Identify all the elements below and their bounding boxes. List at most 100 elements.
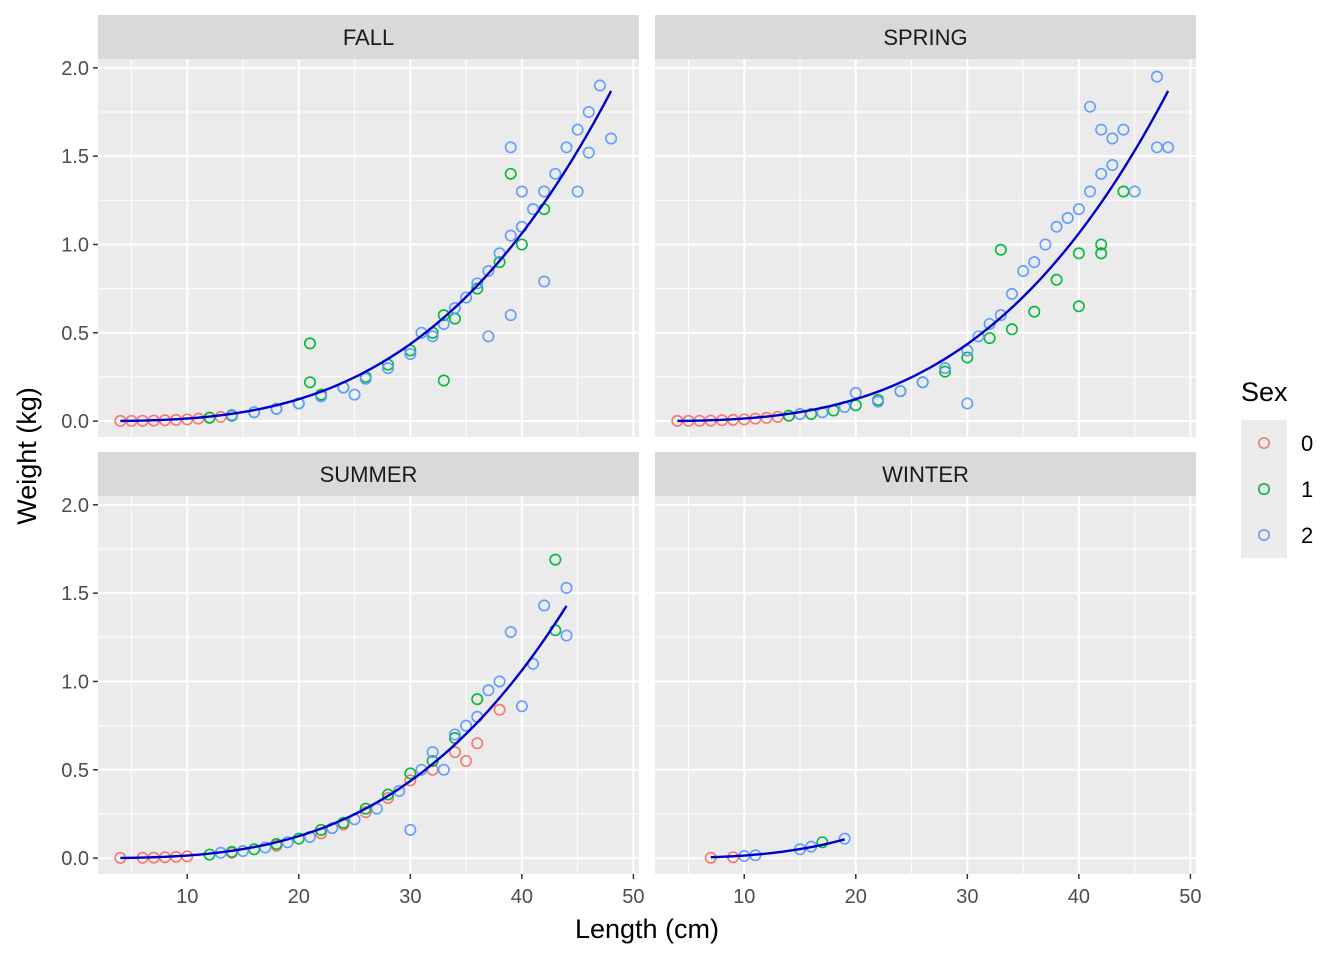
data-point: [1095, 247, 1108, 260]
data-point: [560, 629, 573, 642]
data-point: [471, 282, 484, 295]
facet-strip-label: FALL: [343, 25, 394, 50]
data-point: [972, 330, 985, 343]
data-point: [504, 141, 517, 154]
y-tick-label: 1.0: [61, 234, 89, 256]
y-axis-title: Weight (kg): [12, 387, 42, 525]
data-point: [493, 675, 506, 688]
data-point: [571, 123, 584, 136]
data-point: [1028, 256, 1041, 269]
data-point: [1072, 300, 1085, 313]
data-point: [961, 351, 974, 364]
data-point: [838, 832, 851, 845]
panel-spring: SPRING: [655, 15, 1196, 437]
data-point: [1084, 185, 1097, 198]
y-tick-label: 0.5: [61, 323, 89, 345]
legend-key-symbol: [1258, 528, 1271, 541]
data-point: [916, 376, 929, 389]
data-point: [994, 309, 1007, 322]
data-point: [1050, 273, 1063, 286]
data-point: [1039, 238, 1052, 251]
legend-label: 2: [1301, 523, 1313, 548]
data-point: [1117, 123, 1130, 136]
data-point: [872, 395, 885, 408]
series-sex-2: [794, 70, 1175, 421]
data-point: [359, 372, 372, 385]
panel-winter: WINTER 10 20 30 40 50: [655, 452, 1202, 908]
data-point: [939, 362, 952, 375]
x-tick-label: 10: [733, 886, 755, 908]
data-point: [482, 330, 495, 343]
data-point: [437, 309, 450, 322]
data-point: [816, 836, 829, 849]
data-point: [1106, 158, 1119, 171]
y-tick-label: 2.0: [61, 495, 89, 517]
data-point: [437, 763, 450, 776]
data-point: [404, 347, 417, 360]
data-point: [471, 693, 484, 706]
data-point: [515, 238, 528, 251]
data-point: [460, 754, 473, 767]
data-point: [259, 841, 272, 854]
data-point: [582, 146, 595, 159]
fit-curve: [120, 605, 568, 860]
data-point: [437, 374, 450, 387]
x-tick-label: 20: [288, 886, 310, 908]
data-point: [782, 409, 795, 422]
y-tick-label: 1.5: [61, 583, 89, 605]
data-point: [426, 330, 439, 343]
data-point: [538, 275, 551, 288]
data-point: [1150, 70, 1163, 83]
x-tick-label: 50: [1179, 886, 1201, 908]
series-sex-1: [816, 836, 829, 849]
data-point: [538, 599, 551, 612]
data-point: [1095, 238, 1108, 251]
legend-key-background: [1241, 466, 1287, 512]
panel-fall: FALL 0.0 0.5 1.0 1.5 2.0: [61, 15, 639, 437]
data-point: [1162, 141, 1175, 154]
data-point: [1028, 305, 1041, 318]
x-tick-label: 40: [1068, 886, 1090, 908]
x-axis-title: Length (cm): [575, 914, 719, 944]
y-tick-label: 1.0: [61, 671, 89, 693]
x-tick-label: 20: [845, 886, 867, 908]
x-tick-label: 10: [176, 886, 198, 908]
data-point: [448, 302, 461, 315]
legend-label: 0: [1301, 431, 1313, 456]
panel-background: [655, 496, 1196, 874]
facet-strip-label: SUMMER: [320, 462, 418, 487]
data-point: [270, 402, 283, 415]
x-tick-label: 50: [622, 886, 644, 908]
data-point: [382, 362, 395, 375]
data-point: [404, 767, 417, 780]
data-point: [504, 167, 517, 180]
y-tick-label: 0.0: [61, 848, 89, 870]
data-point: [1005, 323, 1018, 336]
x-tick-label: 30: [399, 886, 421, 908]
panel-background: [655, 59, 1196, 437]
data-point: [1017, 264, 1030, 277]
legend-title: Sex: [1241, 377, 1288, 407]
data-point: [493, 256, 506, 269]
facet-strip: [655, 15, 1196, 59]
data-point: [515, 185, 528, 198]
x-tick-label: 30: [956, 886, 978, 908]
facet-strip: [98, 15, 639, 59]
data-point: [1095, 123, 1108, 136]
data-point: [1005, 287, 1018, 300]
data-point: [983, 332, 996, 345]
data-point: [1072, 203, 1085, 216]
data-point: [549, 167, 562, 180]
legend-keys: 0 1 2: [1241, 420, 1313, 558]
data-point: [961, 397, 974, 410]
data-point: [560, 141, 573, 154]
fit-curve: [677, 90, 1170, 423]
data-point: [504, 626, 517, 639]
data-point: [549, 553, 562, 566]
panels: FALL 0.0 0.5 1.0 1.5 2.0 SPRING SUMMER 0.0 0.5 1.0…: [61, 15, 1202, 908]
data-point: [471, 277, 484, 290]
data-point: [448, 746, 461, 759]
fit-curve: [120, 90, 613, 423]
data-point: [303, 337, 316, 350]
